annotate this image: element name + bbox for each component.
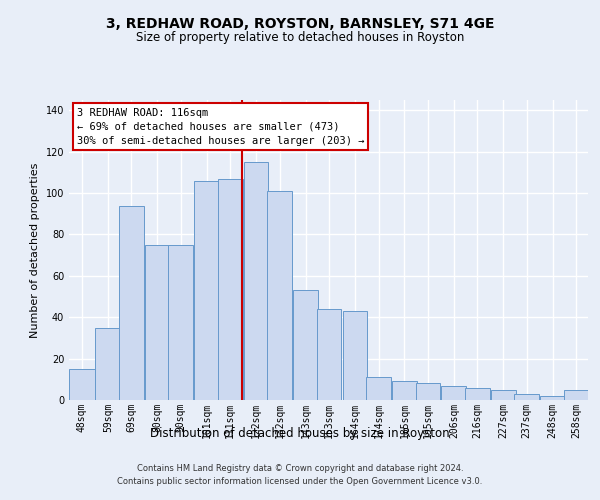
Bar (317, 309, 341, 400)
Bar (119, 206, 144, 400)
Bar (244, 162, 268, 400)
Text: Size of property relative to detached houses in Royston: Size of property relative to detached ho… (136, 31, 464, 44)
Bar (218, 178, 242, 400)
Text: 3, REDHAW ROAD, ROYSTON, BARNSLEY, S71 4GE: 3, REDHAW ROAD, ROYSTON, BARNSLEY, S71 4… (106, 18, 494, 32)
Text: Distribution of detached houses by size in Royston: Distribution of detached houses by size … (150, 428, 450, 440)
Bar (514, 394, 539, 400)
Bar (392, 382, 417, 400)
Bar (416, 384, 440, 400)
Bar (268, 191, 292, 400)
Bar (366, 377, 391, 400)
Bar (565, 390, 588, 400)
Bar (293, 290, 318, 400)
Bar (465, 388, 490, 400)
Bar (194, 180, 219, 400)
Bar (541, 396, 565, 400)
Bar (169, 245, 193, 400)
Bar (442, 386, 466, 400)
Text: 3 REDHAW ROAD: 116sqm
← 69% of detached houses are smaller (473)
30% of semi-det: 3 REDHAW ROAD: 116sqm ← 69% of detached … (77, 108, 364, 146)
Bar (491, 390, 515, 400)
Text: Contains HM Land Registry data © Crown copyright and database right 2024.
Contai: Contains HM Land Registry data © Crown c… (118, 464, 482, 485)
Bar (343, 311, 367, 400)
Bar (95, 328, 120, 400)
Bar (145, 245, 170, 400)
Y-axis label: Number of detached properties: Number of detached properties (30, 162, 40, 338)
Bar (69, 369, 95, 400)
